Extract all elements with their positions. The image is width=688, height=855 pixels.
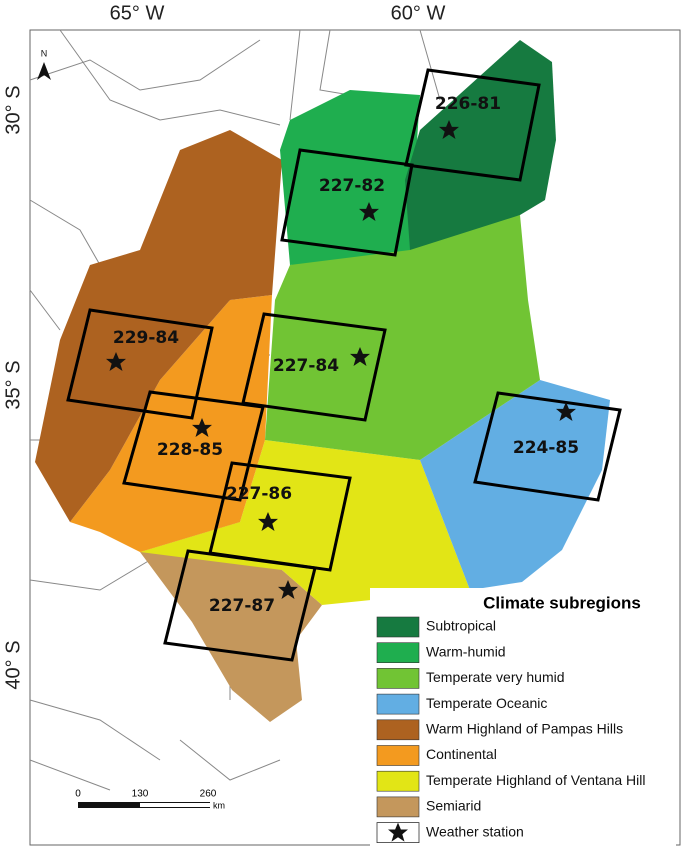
north-label: N bbox=[41, 48, 48, 58]
regions bbox=[35, 40, 610, 722]
latitude-label: 30° S bbox=[2, 85, 24, 134]
scene-box bbox=[66, 308, 214, 420]
legend-swatch bbox=[376, 616, 420, 638]
scale-tick: 260 bbox=[200, 789, 217, 800]
north-arrow: N bbox=[37, 48, 51, 80]
legend-label: Weather station bbox=[426, 823, 524, 839]
scene-box bbox=[473, 391, 622, 502]
legend-swatch bbox=[376, 745, 420, 766]
scene-box bbox=[241, 312, 387, 422]
legend-label: Temperate Oceanic bbox=[426, 695, 547, 711]
legend-label: Continental bbox=[426, 746, 497, 762]
legend-label: Subtropical bbox=[426, 618, 496, 634]
region-warm-humid bbox=[280, 90, 420, 265]
scene-box bbox=[163, 549, 317, 662]
scale-unit: km bbox=[213, 800, 225, 810]
scene-label: 224-85 bbox=[513, 438, 579, 458]
latitude-label: 35° S bbox=[2, 360, 24, 409]
legend-label: Temperate very humid bbox=[426, 669, 565, 685]
scale-tick: 130 bbox=[132, 789, 149, 800]
longitude-label: 65° W bbox=[110, 2, 165, 24]
scene-box bbox=[280, 148, 414, 257]
scene-box bbox=[208, 461, 352, 572]
region-continental bbox=[70, 295, 272, 552]
legend-label: Temperate Highland of Ventana Hill bbox=[426, 772, 645, 788]
scale-bar: 0 130 260 km bbox=[75, 789, 225, 811]
scene-boxes bbox=[66, 68, 622, 662]
scene-label: 227-87 bbox=[209, 596, 275, 616]
legend-label: Warm Highland of Pampas Hills bbox=[426, 721, 623, 737]
latitude-label: 40° S bbox=[2, 640, 24, 689]
scene-label: 229-84 bbox=[113, 328, 179, 348]
longitude-label: 60° W bbox=[391, 2, 446, 24]
scene-label: 227-86 bbox=[226, 484, 292, 504]
region-subtropical bbox=[405, 40, 556, 250]
legend-label: Warm-humid bbox=[426, 643, 506, 659]
scene-label: 227-82 bbox=[319, 176, 385, 196]
legend-swatch bbox=[376, 770, 420, 792]
legend-title: Climate subregions bbox=[483, 593, 641, 612]
scene-box bbox=[122, 390, 265, 502]
legend-swatch bbox=[376, 642, 420, 664]
region-temperate-very-humid bbox=[265, 215, 540, 460]
region-warm-highland bbox=[35, 130, 282, 522]
legend-swatch bbox=[376, 668, 420, 689]
legend-swatch bbox=[376, 719, 420, 741]
legend-swatch bbox=[376, 693, 420, 715]
scene-label: 226-81 bbox=[435, 94, 501, 114]
scene-label: 227-84 bbox=[273, 356, 339, 376]
scale-tick: 0 bbox=[75, 789, 81, 800]
legend-swatch bbox=[376, 796, 420, 818]
region-temperate-highland bbox=[140, 440, 470, 605]
scene-label: 228-85 bbox=[157, 440, 223, 460]
legend-label: Semiarid bbox=[426, 798, 481, 814]
region-semiarid bbox=[140, 522, 322, 722]
legend: Climate subregions Subtropical Warm-humid… bbox=[370, 588, 676, 846]
scene-box bbox=[404, 68, 541, 182]
region-temperate-oceanic bbox=[420, 380, 610, 590]
